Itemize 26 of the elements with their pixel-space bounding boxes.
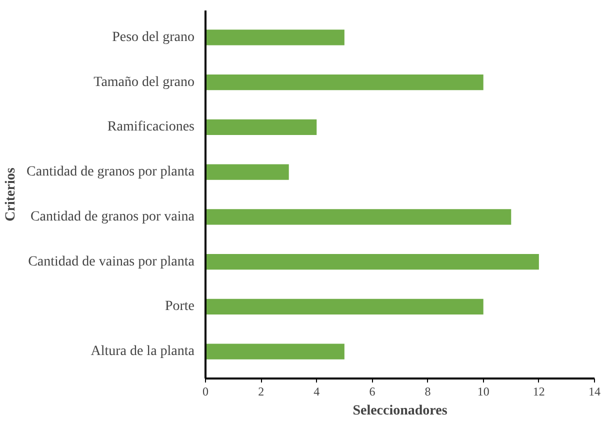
bar <box>206 119 317 136</box>
bar <box>206 164 289 180</box>
bar <box>206 30 344 46</box>
x-tick-label: 4 <box>314 384 320 398</box>
bar <box>206 298 484 315</box>
bar <box>206 209 512 225</box>
x-tick-label: 8 <box>424 384 431 398</box>
x-tick-label: 10 <box>477 384 490 398</box>
y-tick-label: Ramificaciones <box>107 120 194 135</box>
x-tick-label: 2 <box>258 384 264 398</box>
x-tick-label: 14 <box>588 384 600 398</box>
y-tick-label: Cantidad de granos por vaina <box>30 209 196 224</box>
y-axis-title: Criterios <box>4 167 19 222</box>
bar <box>206 74 484 90</box>
x-axis-title: Seleccionadores <box>352 404 448 418</box>
y-tick-label: Tamaño del grano <box>94 74 195 90</box>
bar <box>206 254 539 270</box>
y-tick-label: Altura de la planta <box>90 344 196 360</box>
x-tick-label: 0 <box>202 384 208 398</box>
x-tick-label: 12 <box>532 384 545 398</box>
y-tick-label: Porte <box>164 299 195 314</box>
y-tick-label: Cantidad de vainas por planta <box>28 254 196 270</box>
y-tick-label: Peso del grano <box>112 30 195 45</box>
x-tick-label: 6 <box>369 384 376 398</box>
y-tick-label: Cantidad de granos por planta <box>26 164 196 180</box>
bar <box>206 344 344 360</box>
